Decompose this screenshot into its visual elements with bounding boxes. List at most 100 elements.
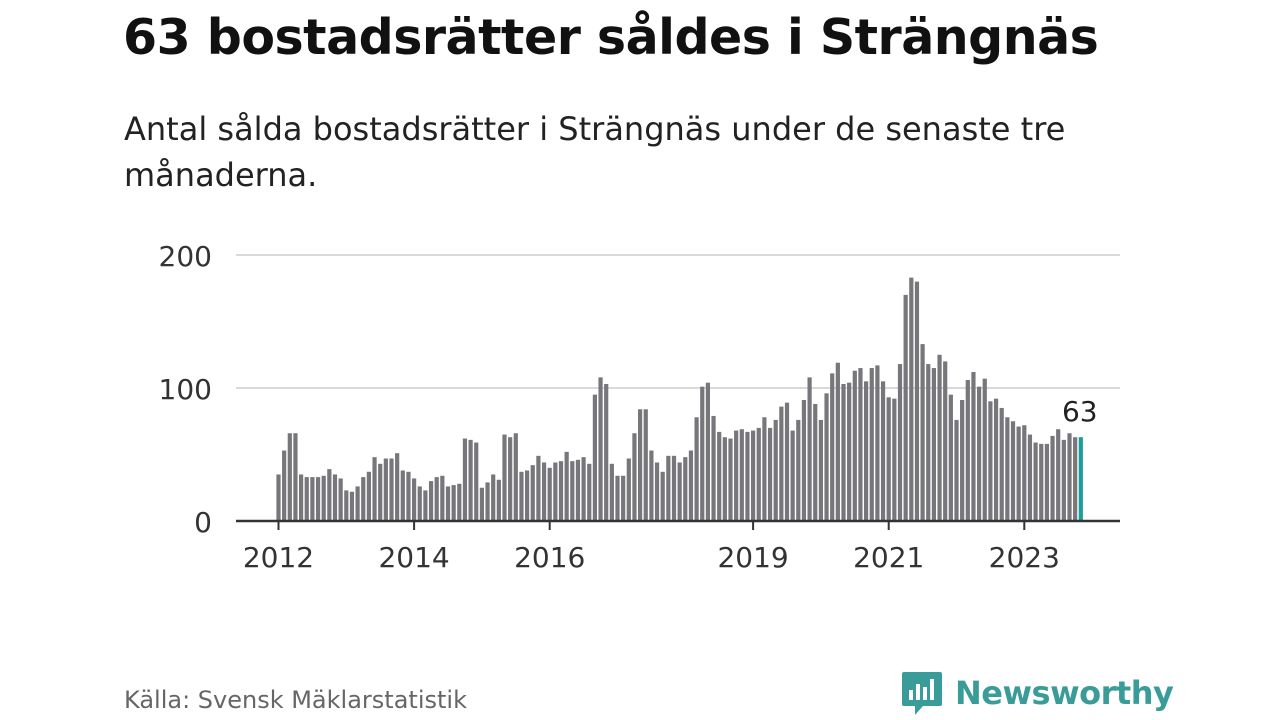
bar [869,368,874,521]
bar [406,471,411,521]
x-tick-label-2012: 2012 [243,541,314,574]
bar [734,430,739,521]
bar [383,458,388,521]
bar [530,465,535,521]
bar [977,386,982,521]
bar [1050,435,1055,521]
bar [1056,429,1061,521]
x-tick-label-2014: 2014 [378,541,449,574]
bar [835,362,840,521]
chart-title: 63 bostadsrätter såldes i Strängnäs [123,9,1099,66]
bar [570,461,575,521]
bar [671,455,677,521]
bar [355,486,360,521]
bar [965,380,970,521]
bar [1010,421,1016,521]
bar [474,442,479,521]
bar [1044,443,1049,521]
bar [361,477,366,521]
bar [1033,442,1038,521]
bar [349,491,355,521]
bar [496,479,501,521]
data-label-last: 63 [1062,395,1098,428]
bar [711,415,716,521]
bar [587,463,592,521]
bar [1016,426,1021,521]
bar [423,490,428,521]
bar [519,471,524,521]
bar [327,469,332,521]
bar [434,477,439,521]
bar [502,434,507,521]
bar [745,431,750,521]
x-tick-label-2016: 2016 [514,541,585,574]
bar [395,453,400,521]
bar [773,419,778,521]
bar [751,430,756,521]
bar [462,438,468,521]
bar [457,483,462,521]
bar [886,397,891,521]
bar [954,419,959,521]
bar [722,437,727,521]
bar [485,482,490,521]
bar [784,402,790,521]
bar [892,398,897,521]
bar [389,458,394,521]
newsworthy-logo-icon [902,672,942,715]
bar [920,344,925,521]
bar [937,354,942,521]
bar [282,450,287,521]
bar [880,381,886,521]
bar [694,417,699,521]
bar [468,439,473,521]
bar [372,457,377,521]
bar [931,368,936,521]
bar [948,394,953,521]
bar [564,451,569,521]
bar [581,457,586,521]
bar [728,438,733,521]
bar [428,481,434,521]
bar [875,365,880,521]
bar [1022,425,1027,521]
bar [813,403,818,521]
bar [513,433,518,521]
bar [525,470,530,521]
bar [609,463,614,521]
bar [824,393,829,521]
bar [914,281,920,521]
bar [756,427,761,521]
bar [1061,439,1066,521]
bar [999,407,1004,521]
bar [1039,443,1044,521]
bar [299,474,304,521]
bar [654,462,660,521]
bar [700,386,705,521]
bar [988,401,993,521]
bar [847,382,852,521]
bar [293,433,298,521]
y-tick-label-0: 0 [194,506,212,539]
y-tick-label-100: 100 [159,373,212,406]
bar [943,361,948,521]
bar [440,475,445,521]
brand-name: Newsworthy [955,674,1174,712]
bar [1027,434,1033,521]
bar [993,398,999,521]
bar [400,470,405,521]
bar [971,372,976,521]
bar [779,406,784,521]
bar [304,477,309,521]
x-tick-label-2023: 2023 [989,541,1060,574]
bar [508,437,513,521]
bar [1073,437,1078,521]
bar [491,474,496,521]
bar [604,384,609,521]
bar [688,450,694,521]
x-tick-label-2021: 2021 [853,541,924,574]
bar [615,475,620,521]
bar [683,457,688,521]
bar [960,399,965,521]
y-tick-label-200: 200 [159,240,212,273]
